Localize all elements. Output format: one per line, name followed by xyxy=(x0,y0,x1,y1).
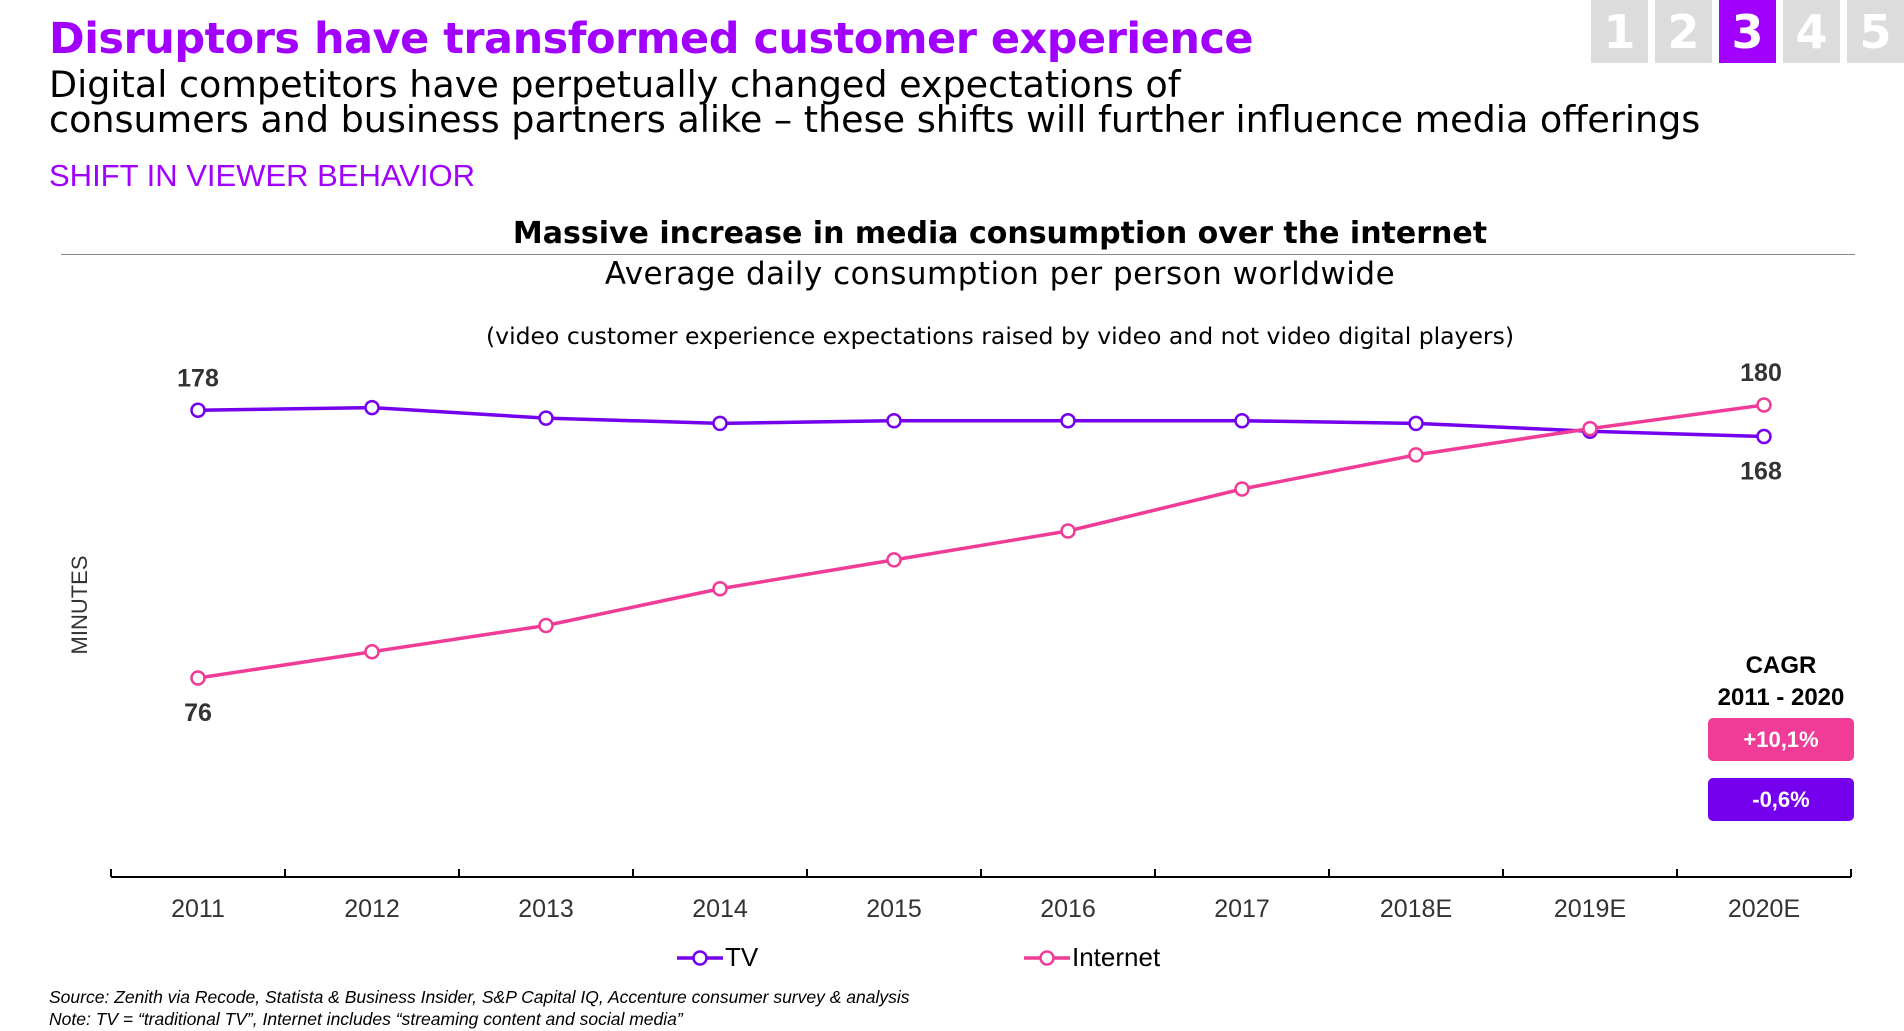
chart-note: (video customer experience expectations … xyxy=(486,322,1514,350)
data-point-tv xyxy=(712,415,728,432)
series-line-internet xyxy=(197,403,1765,680)
data-point-internet xyxy=(1234,481,1250,497)
x-tick-label: 2015 xyxy=(866,895,922,923)
y-axis-label: MINUTES xyxy=(67,556,92,655)
data-point-internet xyxy=(364,644,380,660)
title-divider xyxy=(61,254,1855,255)
pager-item-2[interactable]: 2 xyxy=(1655,0,1712,63)
data-point-tv xyxy=(1234,413,1250,429)
definition-note: Note: TV = “traditional TV”, Internet in… xyxy=(49,1009,683,1029)
data-point-internet xyxy=(1408,447,1424,463)
data-point-internet xyxy=(1582,420,1598,437)
data-label: 76 xyxy=(184,699,212,727)
data-point-internet xyxy=(712,581,728,597)
data-point-tv xyxy=(1060,413,1076,429)
data-point-internet xyxy=(886,552,902,568)
data-point-tv xyxy=(1756,428,1772,445)
x-tick-label: 2011 xyxy=(171,895,225,923)
data-labels: 178 76 180 168 xyxy=(177,359,1782,727)
data-point-tv xyxy=(886,413,902,429)
subheadline-line-2: consumers and business partners alike – … xyxy=(49,98,1701,141)
data-point-tv xyxy=(190,402,206,418)
legend-internet-marker-icon xyxy=(1024,949,1070,966)
series-internet xyxy=(190,397,1772,686)
data-point-tv xyxy=(364,399,380,416)
pager-item-1[interactable]: 1 xyxy=(1591,0,1648,63)
headline: Disruptors have transformed customer exp… xyxy=(49,14,1254,64)
data-point-internet xyxy=(190,670,206,686)
x-tick-label: 2012 xyxy=(344,895,400,923)
data-point-tv xyxy=(538,410,554,426)
cagr-period: 2011 - 2020 xyxy=(1717,684,1845,711)
data-label: 178 xyxy=(177,364,219,392)
legend-item-tv: TV xyxy=(677,942,758,973)
data-label: 180 xyxy=(1740,359,1782,387)
legend-tv-label: TV xyxy=(725,942,759,972)
slide-pager: 1 2 3 4 5 xyxy=(1591,0,1904,63)
data-point-internet xyxy=(538,617,554,634)
x-tick-label: 2017 xyxy=(1214,895,1270,923)
x-tick-label: 2013 xyxy=(518,895,574,923)
pager-item-4[interactable]: 4 xyxy=(1783,0,1840,63)
chart-subtitle: Average daily consumption per person wor… xyxy=(604,256,1396,292)
data-point-tv xyxy=(1408,415,1424,432)
data-label: 168 xyxy=(1740,458,1782,486)
legend-item-internet: Internet xyxy=(1024,942,1160,973)
cagr-internet-badge: +10,1% xyxy=(1708,718,1854,761)
subheadline: Digital competitors have perpetually cha… xyxy=(49,63,1749,141)
subheadline-line-1: Digital competitors have perpetually cha… xyxy=(49,63,1181,106)
x-tick-label: 2014 xyxy=(692,895,748,923)
data-point-internet xyxy=(1756,397,1772,413)
plot-area xyxy=(190,397,1772,686)
x-tick-label: 2019E xyxy=(1554,895,1626,923)
x-axis: 2011 2012 2013 2014 2015 2016 2017 2018E 2019E 20… xyxy=(110,869,1852,923)
data-point-internet xyxy=(1060,523,1076,539)
cagr-title: CAGR xyxy=(1745,652,1817,679)
chart-title: Massive increase in media consumption ov… xyxy=(512,216,1488,251)
legend-internet-label: Internet xyxy=(1072,942,1161,972)
section-label: SHIFT IN VIEWER BEHAVIOR xyxy=(49,158,476,193)
x-tick-label: 2018E xyxy=(1380,895,1452,923)
pager-item-3[interactable]: 3 xyxy=(1719,0,1776,63)
source-note: Source: Zenith via Recode, Statista & Bu… xyxy=(49,987,910,1007)
x-tick-label: 2020E xyxy=(1728,895,1800,923)
pager-item-5[interactable]: 5 xyxy=(1847,0,1904,63)
series-tv xyxy=(190,399,1772,445)
x-tick-label: 2016 xyxy=(1040,895,1096,923)
cagr-heading: CAGR 2011 - 2020 xyxy=(1708,650,1854,714)
cagr-tv-badge: -0,6% xyxy=(1708,778,1854,821)
series-line-tv xyxy=(197,405,1765,439)
legend-tv-marker-icon xyxy=(677,949,723,966)
